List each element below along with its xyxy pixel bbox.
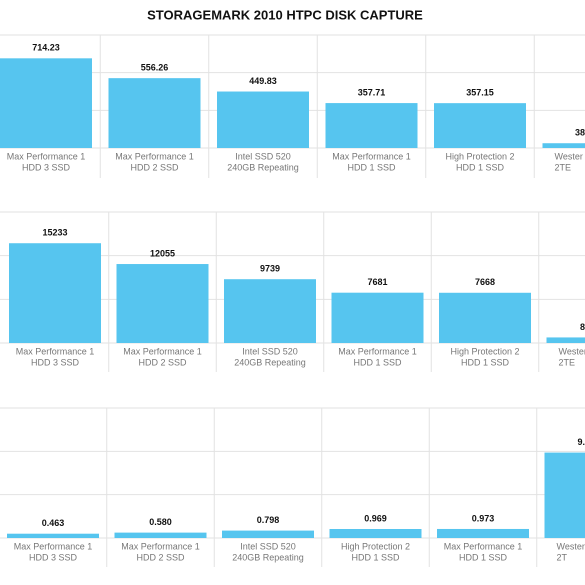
x-tick-label: HDD 1 SSD [347, 162, 396, 172]
bar [331, 292, 424, 343]
x-tick-label: Wester [559, 346, 585, 356]
bar [329, 529, 422, 538]
x-tick-label: HDD 1 SSD [461, 357, 510, 367]
bar [7, 533, 99, 538]
bar [217, 91, 309, 148]
x-tick-label: HDD 1 SSD [456, 162, 505, 172]
bar [222, 530, 314, 538]
x-tick-label: Max Performance 1 [123, 346, 202, 356]
bar [437, 528, 529, 538]
value-label: 0.969 [364, 513, 387, 523]
x-tick-label: 240GB Repeating [232, 552, 304, 562]
bar [544, 452, 585, 538]
bar [434, 103, 526, 148]
x-tick-label: HDD 1 SSD [459, 552, 508, 562]
bar [439, 292, 531, 343]
x-tick-label: HDD 2 SSD [130, 162, 179, 172]
x-tick-label: Max Performance 1 [338, 346, 417, 356]
x-tick-label: Max Performance 1 [14, 541, 93, 551]
x-tick-label: 240GB Repeating [227, 162, 299, 172]
bar [546, 337, 585, 343]
x-tick-label: HDD 2 SSD [138, 357, 187, 367]
x-tick-label: HDD 3 SSD [29, 552, 78, 562]
x-tick-label: High Protection 2 [445, 151, 514, 161]
x-tick-label: 240GB Repeating [234, 357, 306, 367]
x-tick-label: Max Performance 1 [115, 151, 194, 161]
value-label: 357.15 [466, 88, 494, 98]
value-label: 12055 [150, 248, 175, 258]
x-tick-label: Intel SSD 520 [240, 541, 296, 551]
chart-title: STORAGEMARK 2010 HTPC DISK CAPTURE [147, 7, 423, 22]
value-label: 38 [575, 128, 585, 138]
x-tick-label: Intel SSD 520 [235, 151, 291, 161]
x-tick-label: Max Performance 1 [7, 151, 86, 161]
bar [0, 58, 92, 148]
x-tick-label: 2TE [559, 357, 576, 367]
bar [224, 279, 316, 343]
bar [542, 143, 585, 148]
x-tick-label: Max Performance 1 [16, 346, 95, 356]
bar [116, 264, 209, 343]
value-label: 449.83 [249, 76, 277, 86]
x-tick-label: Max Performance 1 [332, 151, 411, 161]
x-tick-label: HDD 2 SSD [136, 552, 185, 562]
x-tick-label: High Protection 2 [450, 346, 519, 356]
x-tick-label: 2TE [555, 162, 572, 172]
bar [114, 532, 207, 538]
value-label: 0.798 [257, 515, 280, 525]
x-tick-label: Max Performance 1 [444, 541, 523, 551]
x-tick-label: Intel SSD 520 [242, 346, 298, 356]
bar [108, 78, 201, 148]
x-tick-label: Wester [555, 151, 583, 161]
value-label: 7681 [367, 277, 387, 287]
value-label: 9. [577, 437, 585, 447]
value-label: 357.71 [358, 87, 386, 97]
value-label: 0.580 [149, 517, 172, 527]
bar [325, 103, 418, 148]
x-tick-label: HDD 1 SSD [353, 357, 402, 367]
value-label: 8 [580, 322, 585, 332]
value-label: 15233 [42, 228, 67, 238]
x-tick-label: High Protection 2 [341, 541, 410, 551]
x-tick-label: 2T [557, 552, 568, 562]
x-tick-label: HDD 3 SSD [31, 357, 80, 367]
x-tick-label: HDD 1 SSD [351, 552, 400, 562]
value-label: 7668 [475, 277, 495, 287]
value-label: 714.23 [32, 43, 60, 53]
value-label: 556.26 [141, 63, 169, 73]
value-label: 9739 [260, 264, 280, 274]
bar [9, 243, 101, 343]
x-tick-label: Max Performance 1 [121, 541, 200, 551]
x-tick-label: Wester [557, 541, 585, 551]
value-label: 0.973 [472, 513, 495, 523]
x-tick-label: HDD 3 SSD [22, 162, 71, 172]
value-label: 0.463 [42, 518, 65, 528]
